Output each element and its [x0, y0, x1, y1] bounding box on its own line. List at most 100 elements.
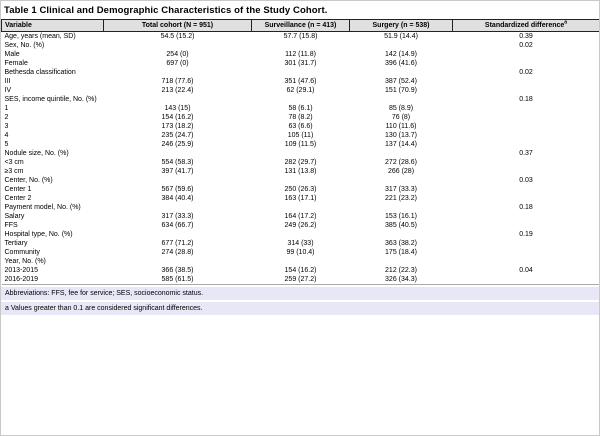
cell-value: 221 (23.2): [385, 195, 417, 202]
cell-value: 326 (34.3): [385, 276, 417, 283]
cell-value: [453, 113, 600, 122]
table-row: Community 274 (28.8) 99 (10.4) 175 (18.4): [2, 248, 600, 257]
cell-variable: Center 1: [4, 186, 32, 193]
cell-value: 213 (22.4): [161, 87, 194, 94]
cell-value: [453, 167, 600, 176]
cell-value: 0.19: [519, 231, 533, 238]
cell-value: [453, 131, 600, 140]
cell-value: 151 (70.9): [385, 87, 417, 94]
cell-value: 85 (8.9): [388, 105, 414, 112]
cell-variable: 4: [4, 132, 9, 139]
cell-variable: Community: [4, 249, 40, 256]
table-row: Year, No. (%): [2, 257, 600, 266]
cell-value: 634 (66.7): [161, 222, 194, 229]
cell-value: 78 (8.2): [288, 114, 313, 121]
cell-value: 366 (38.5): [161, 267, 194, 274]
column-header-surveillance: Surveillance (n = 413): [251, 19, 350, 32]
cell-value: 677 (71.2): [161, 240, 194, 247]
cell-value: [453, 122, 600, 131]
cell-value: [252, 95, 350, 104]
cell-value: [104, 41, 252, 50]
cell-value: 51.9 (14.4): [384, 33, 418, 40]
cell-variable: Female: [4, 60, 28, 67]
cell-value: [252, 41, 350, 50]
cell-value: [350, 230, 453, 239]
cell-variable: III: [4, 78, 11, 85]
table-row: Hospital type, No. (%) 0.19: [2, 230, 600, 239]
cell-value: 250 (26.3): [284, 186, 317, 193]
table-row: Center 1 567 (59.6) 250 (26.3) 317 (33.3): [2, 185, 600, 194]
cell-value: 259 (27.2): [284, 276, 317, 283]
cell-value: 385 (40.5): [385, 222, 417, 229]
footnote-significance: a Values greater than 0.1 are considered …: [1, 302, 599, 315]
cell-value: 397 (41.7): [161, 168, 194, 175]
cell-value: 697 (0): [166, 60, 189, 67]
cell-value: 112 (11.8): [285, 51, 316, 58]
cell-variable: 2: [4, 114, 9, 121]
cell-value: 105 (11): [287, 132, 314, 139]
cell-value: 0.02: [519, 42, 533, 49]
cell-value: [453, 104, 600, 113]
cell-value: 0.39: [519, 33, 533, 40]
table-row: 1 143 (15) 58 (6.1) 85 (8.9): [2, 104, 600, 113]
cell-value: [453, 275, 600, 285]
cell-variable: Tertiary: [4, 240, 28, 247]
cell-variable: 5: [4, 141, 9, 148]
cell-value: [252, 68, 350, 77]
cell-value: 173 (18.2): [161, 123, 194, 130]
cell-variable: 3: [4, 123, 9, 130]
cell-value: 137 (14.4): [385, 141, 417, 148]
cell-value: [453, 194, 600, 203]
cell-value: [104, 176, 252, 185]
cell-value: 163 (17.1): [284, 195, 317, 202]
cell-value: [104, 257, 252, 266]
table-row: 3 173 (18.2) 63 (6.6) 110 (11.6): [2, 122, 600, 131]
cell-value: 0.04: [519, 267, 533, 274]
cell-value: 282 (29.7): [284, 159, 317, 166]
cell-value: 0.03: [519, 177, 533, 184]
cell-variable: Sex, No. (%): [4, 42, 45, 49]
cell-value: 351 (47.6): [284, 78, 317, 85]
cell-value: [453, 59, 600, 68]
cell-value: [104, 230, 252, 239]
cell-value: 274 (28.8): [161, 249, 194, 256]
cell-value: [453, 239, 600, 248]
table-row: 4 235 (24.7) 105 (11) 130 (13.7): [2, 131, 600, 140]
cell-value: 58 (6.1): [288, 105, 313, 112]
table-row: SES, income quintile, No. (%) 0.18: [2, 95, 600, 104]
cell-variable: Salary: [4, 213, 25, 220]
cell-value: [350, 149, 453, 158]
cell-value: 142 (14.9): [385, 51, 417, 58]
cell-value: [453, 77, 600, 86]
cell-variable: Bethesda classification: [4, 69, 76, 76]
cell-value: 235 (24.7): [161, 132, 194, 139]
cell-value: [252, 257, 350, 266]
table-row: Female 697 (0) 301 (31.7) 396 (41.6): [2, 59, 600, 68]
cell-value: 363 (38.2): [385, 240, 417, 247]
cell-value: 718 (77.6): [161, 78, 194, 85]
cell-variable: FFS: [4, 222, 18, 229]
cell-value: 131 (13.8): [284, 168, 317, 175]
cell-value: [252, 149, 350, 158]
clinical-characteristics-table: Variable Total cohort (N = 951) Surveill…: [1, 19, 600, 285]
footnote-marker: a: [5, 305, 9, 312]
cell-value: 0.37: [519, 150, 533, 157]
cell-value: 109 (11.5): [284, 141, 317, 148]
cell-value: 54.5 (15.2): [160, 33, 195, 40]
cell-value: 387 (52.4): [385, 78, 417, 85]
column-header-surgery: Surgery (n = 538): [349, 19, 453, 32]
cell-variable: Age, years (mean, SD): [4, 33, 76, 40]
cell-value: 175 (18.4): [385, 249, 417, 256]
cell-value: 57.7 (15.8): [283, 33, 318, 40]
table-row: <3 cm 554 (58.3) 282 (29.7) 272 (28.6): [2, 158, 600, 167]
cell-value: [350, 203, 453, 212]
cell-variable: SES, income quintile, No. (%): [4, 96, 97, 103]
cell-value: 76 (8): [391, 114, 411, 121]
table-row: Nodule size, No. (%) 0.37: [2, 149, 600, 158]
cell-value: 396 (41.6): [385, 60, 417, 67]
table-row: Bethesda classification 0.02: [2, 68, 600, 77]
cell-value: 254 (0): [166, 51, 189, 58]
cell-value: 130 (13.7): [385, 132, 417, 139]
cell-value: [350, 257, 453, 266]
cell-value: 62 (29.1): [286, 87, 315, 94]
